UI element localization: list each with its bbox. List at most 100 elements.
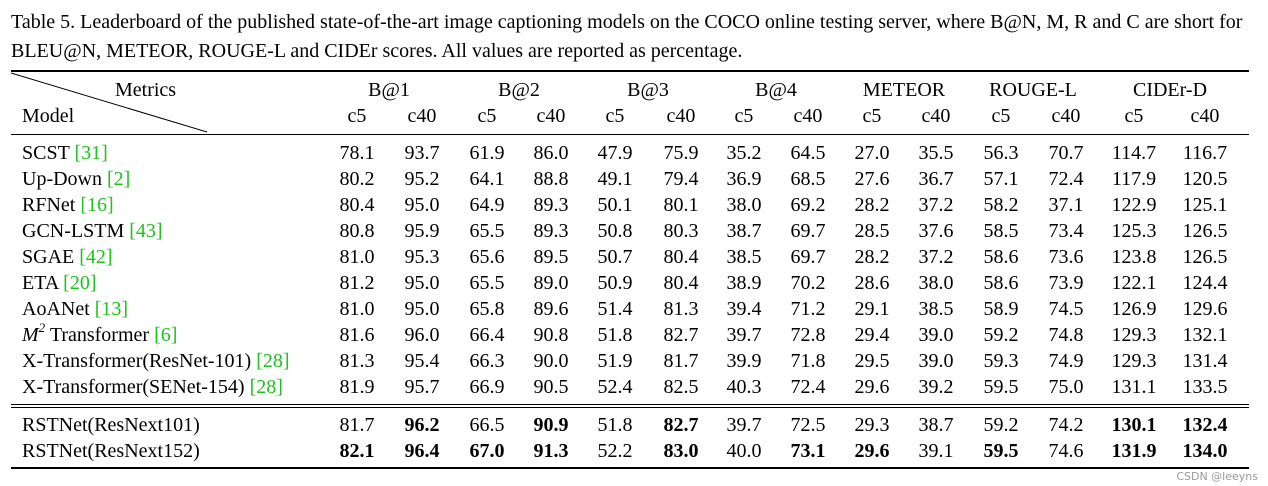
metric-group-header: METEOR xyxy=(862,79,946,101)
score-cell: 88.8 xyxy=(533,168,569,190)
score-cell: 72.5 xyxy=(790,414,826,436)
score-cell: 72.4 xyxy=(790,376,826,398)
metric-group-header: B@2 xyxy=(498,79,540,101)
score-cell: 117.9 xyxy=(1111,168,1157,190)
model-name: X-Transformer(SENet-154) [28] xyxy=(22,375,283,399)
citation-link[interactable]: [13] xyxy=(94,298,129,320)
score-cell: 36.9 xyxy=(726,168,762,190)
score-cell: 95.9 xyxy=(404,220,440,242)
model-name: RSTNet(ResNext152) xyxy=(22,439,200,463)
score-cell: 89.6 xyxy=(533,298,569,320)
model-name-text: GCN-LSTM xyxy=(22,220,125,242)
citation-link[interactable]: [43] xyxy=(129,220,163,242)
model-name-text: SCST xyxy=(22,142,70,164)
sub-column-header: c5 xyxy=(1124,105,1144,127)
score-cell: 66.3 xyxy=(469,350,505,372)
score-cell: 80.8 xyxy=(339,220,375,242)
score-cell: 66.9 xyxy=(469,376,505,398)
score-cell: 123.8 xyxy=(1111,246,1157,268)
score-cell: 29.6 xyxy=(854,440,890,462)
score-cell: 64.5 xyxy=(790,142,826,164)
score-cell: 125.1 xyxy=(1182,194,1228,216)
header-rule xyxy=(11,134,1249,135)
metric-group-header: ROUGE-L xyxy=(989,79,1077,101)
score-cell: 68.5 xyxy=(790,168,826,190)
score-cell: 132.4 xyxy=(1182,414,1228,436)
score-cell: 59.3 xyxy=(983,350,1019,372)
score-cell: 52.2 xyxy=(597,440,633,462)
score-cell: 37.6 xyxy=(918,220,954,242)
score-cell: 51.4 xyxy=(597,298,633,320)
score-cell: 51.8 xyxy=(597,414,633,436)
citation-link[interactable]: [31] xyxy=(74,142,108,164)
score-cell: 133.5 xyxy=(1182,376,1228,398)
score-cell: 67.0 xyxy=(469,440,505,462)
metric-group-header: CIDEr-D xyxy=(1132,79,1208,101)
model-name-text: Up-Down xyxy=(22,168,102,190)
header-diagonal-line xyxy=(11,72,208,133)
score-cell: 37.1 xyxy=(1048,194,1084,216)
score-cell: 95.3 xyxy=(404,246,440,268)
score-cell: 129.6 xyxy=(1182,298,1228,320)
score-cell: 50.8 xyxy=(597,220,633,242)
score-cell: 36.7 xyxy=(918,168,954,190)
score-cell: 65.5 xyxy=(469,220,505,242)
score-cell: 81.9 xyxy=(339,376,375,398)
score-cell: 69.7 xyxy=(790,246,826,268)
score-cell: 126.5 xyxy=(1182,220,1228,242)
score-cell: 129.3 xyxy=(1111,324,1157,346)
bottom-rule xyxy=(11,467,1249,469)
score-cell: 89.5 xyxy=(533,246,569,268)
score-cell: 59.5 xyxy=(983,376,1019,398)
score-cell: 91.3 xyxy=(533,440,569,462)
score-cell: 81.3 xyxy=(663,298,699,320)
score-cell: 122.1 xyxy=(1111,272,1157,294)
score-cell: 71.8 xyxy=(790,350,826,372)
score-cell: 28.2 xyxy=(854,194,890,216)
score-cell: 90.9 xyxy=(533,414,569,436)
score-cell: 95.0 xyxy=(404,272,440,294)
score-cell: 82.5 xyxy=(663,376,699,398)
score-cell: 78.1 xyxy=(339,142,375,164)
citation-link[interactable]: [6] xyxy=(154,324,178,346)
score-cell: 70.7 xyxy=(1048,142,1084,164)
metric-group-header: B@4 xyxy=(755,79,797,101)
metric-group-header: B@3 xyxy=(627,79,669,101)
score-cell: 75.0 xyxy=(1048,376,1084,398)
score-cell: 71.2 xyxy=(790,298,826,320)
score-cell: 58.5 xyxy=(983,220,1019,242)
score-cell: 73.1 xyxy=(790,440,826,462)
score-cell: 80.4 xyxy=(339,194,375,216)
score-cell: 86.0 xyxy=(533,142,569,164)
score-cell: 58.2 xyxy=(983,194,1019,216)
score-cell: 122.9 xyxy=(1111,194,1157,216)
score-cell: 57.1 xyxy=(983,168,1019,190)
score-cell: 134.0 xyxy=(1182,440,1228,462)
citation-link[interactable]: [2] xyxy=(107,168,131,190)
score-cell: 131.9 xyxy=(1111,440,1157,462)
score-cell: 73.6 xyxy=(1048,246,1084,268)
score-cell: 59.2 xyxy=(983,324,1019,346)
score-cell: 72.8 xyxy=(790,324,826,346)
citation-link[interactable]: [28] xyxy=(256,350,290,372)
citation-link[interactable]: [20] xyxy=(63,272,97,294)
score-cell: 74.6 xyxy=(1048,440,1084,462)
score-cell: 38.5 xyxy=(918,298,954,320)
section-rule-top xyxy=(11,404,1249,405)
score-cell: 49.1 xyxy=(597,168,633,190)
sub-column-header: c40 xyxy=(407,105,437,127)
score-cell: 95.7 xyxy=(404,376,440,398)
citation-link[interactable]: [16] xyxy=(80,194,114,216)
model-name: ETA [20] xyxy=(22,271,97,295)
score-cell: 96.4 xyxy=(404,440,440,462)
citation-link[interactable]: [28] xyxy=(249,376,283,398)
model-name: Up-Down [2] xyxy=(22,167,130,191)
score-cell: 29.5 xyxy=(854,350,890,372)
score-cell: 80.3 xyxy=(663,220,699,242)
score-cell: 59.5 xyxy=(983,440,1019,462)
score-cell: 116.7 xyxy=(1182,142,1228,164)
score-cell: 38.0 xyxy=(726,194,762,216)
citation-link[interactable]: [42] xyxy=(79,246,113,268)
score-cell: 35.5 xyxy=(918,142,954,164)
score-cell: 59.2 xyxy=(983,414,1019,436)
